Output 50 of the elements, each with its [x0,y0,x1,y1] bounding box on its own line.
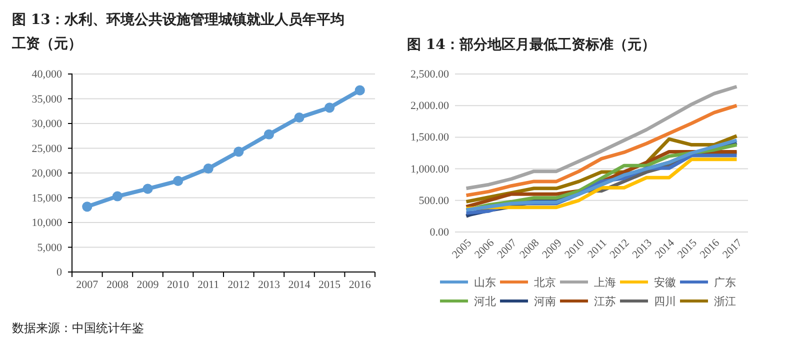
source-note: 数据来源：中国统计年鉴 [12,320,144,337]
point [142,184,153,194]
y-tick-label: 5,000 [37,242,62,254]
point [324,102,335,113]
x-tick-label: 2009 [136,278,160,291]
point [203,164,214,174]
y-tick-label: 25,000 [32,142,62,155]
x-tick-label: 2015 [318,278,342,291]
y-tick-label: 15,000 [32,192,62,204]
x-tick-label: 2012 [228,278,250,291]
y-tick-label: 2,000.00 [410,100,450,112]
legend-label: 山东 [474,276,496,289]
x-tick-label: 2007 [76,278,99,291]
point [173,176,184,186]
y-tick-label: 500.00 [418,194,450,207]
line-series [464,84,738,190]
x-tick-label: 2013 [258,278,280,291]
point [82,202,92,212]
chart-title: 图 14：部分地区月最低工资标准（元） [407,36,656,55]
legend-label: 河北 [474,295,496,308]
y-tick-label: 40,000 [32,68,62,81]
legend-label: 河南 [534,295,556,308]
x-tick-label: 2016 [348,278,372,291]
y-tick-label: 0.00 [430,226,450,239]
y-tick-label: 30,000 [32,118,62,130]
legend-label: 广东 [714,276,736,289]
chart-title: 图 13：水利、环境公共设施管理城镇就业人员年平均工资（元） [12,10,346,54]
point [112,191,122,202]
legend-label: 浙江 [714,295,736,308]
point [354,85,365,96]
y-tick-label: 1,500.00 [410,132,450,144]
x-tick-label: 2010 [167,278,190,291]
y-tick-label: 1,000.00 [410,163,450,176]
x-tick-label: 2014 [288,278,311,291]
y-tick-label: 20,000 [32,168,62,180]
y-tick-label: 0 [56,266,62,279]
point [264,129,274,140]
x-tick-label: 2008 [106,278,129,291]
legend-label: 江苏 [594,295,616,308]
line-series [464,104,738,198]
x-tick-label: 2011 [198,278,220,291]
point [234,146,244,157]
legend-label: 安徽 [654,276,676,289]
legend-label: 北京 [534,276,556,289]
y-tick-label: 2,500.00 [410,68,450,81]
point [294,112,304,123]
y-tick-label: 10,000 [32,217,62,230]
legend-label: 上海 [594,276,616,289]
legend-label: 四川 [654,295,676,308]
y-tick-label: 35,000 [32,93,62,106]
